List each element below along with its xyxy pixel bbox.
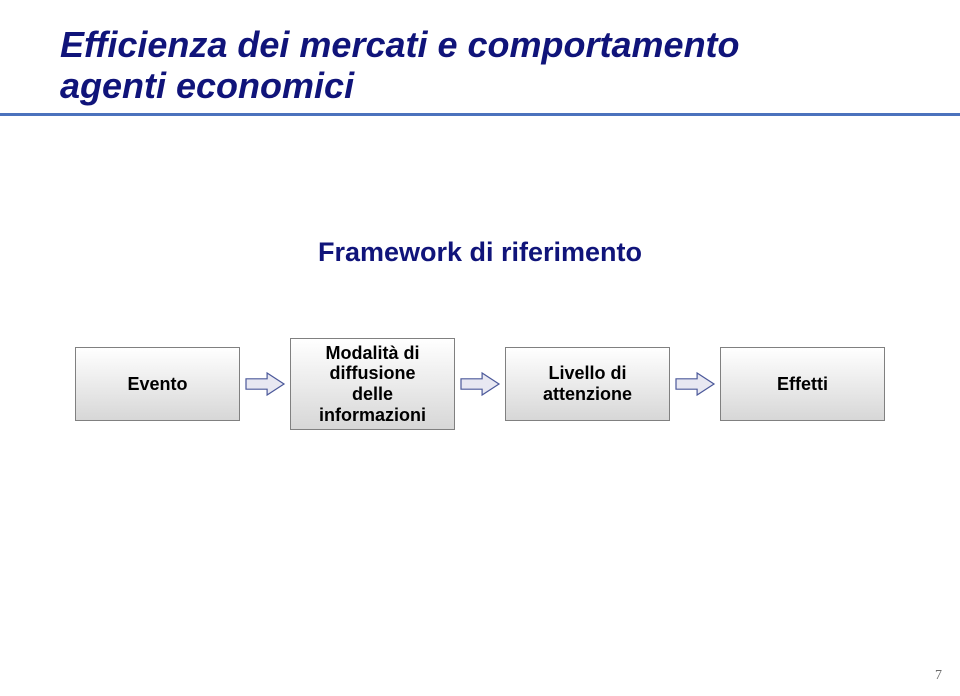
flow-node-attenzione: Livello diattenzione xyxy=(505,347,670,421)
title-line1: Efficienza dei mercati e comportamento xyxy=(60,24,740,65)
arrow-icon xyxy=(459,371,501,397)
subtitle: Framework di riferimento xyxy=(0,237,960,268)
flow-node-effetti: Effetti xyxy=(720,347,885,421)
arrow-icon xyxy=(674,371,716,397)
title-bar: Efficienza dei mercati e comportamento a… xyxy=(0,24,960,116)
arrow-icon xyxy=(244,371,286,397)
page-number: 7 xyxy=(935,668,942,684)
flow-node-evento: Evento xyxy=(75,347,240,421)
title-line2: agenti economici xyxy=(60,65,354,106)
slide-title: Efficienza dei mercati e comportamento a… xyxy=(60,24,900,107)
flow-diagram: Evento Modalità didiffusionedelleinformaz… xyxy=(0,338,960,430)
flow-node-modalita: Modalità didiffusionedelleinformazioni xyxy=(290,338,455,430)
